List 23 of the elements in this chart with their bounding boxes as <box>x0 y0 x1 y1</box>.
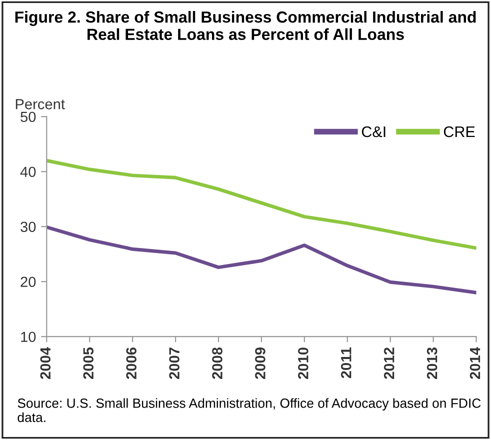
y-tick-label: 30 <box>20 222 36 232</box>
y-tick-label: 20 <box>20 276 36 288</box>
x-tick-label: 2010 <box>298 348 308 379</box>
y-tick-label: 40 <box>20 166 36 178</box>
x-tick-label: 2005 <box>83 347 94 379</box>
y-axis-title: Percent <box>16 99 65 110</box>
x-tick-label: 2014 <box>470 347 480 379</box>
x-tick-label: 2012 <box>384 348 394 379</box>
legend-label: C&I <box>362 126 386 138</box>
line-series <box>46 158 476 250</box>
source-note: Source: U.S. Small Business Administration, Office of Advocacy based on FDIC data. <box>18 398 481 422</box>
x-tick-label: 2013 <box>426 348 438 379</box>
y-tick-label: 50 <box>20 112 36 122</box>
chart-title: Figure 2. Share of Small Business Commercial Industrial and Real Estate Loans as Percent of All Loans <box>15 11 476 40</box>
x-tick-label: 2009 <box>255 348 266 379</box>
x-tick-label: 2008 <box>212 347 222 379</box>
x-tick-label: 2004 <box>40 347 51 379</box>
x-tick-label: 2011 <box>340 347 352 378</box>
x-tick-label: 2007 <box>169 348 180 379</box>
legend-label: CRE <box>444 126 475 138</box>
x-tick-label: 2006 <box>126 348 136 379</box>
y-tick-label: 10 <box>21 332 36 342</box>
line-series <box>46 225 476 294</box>
